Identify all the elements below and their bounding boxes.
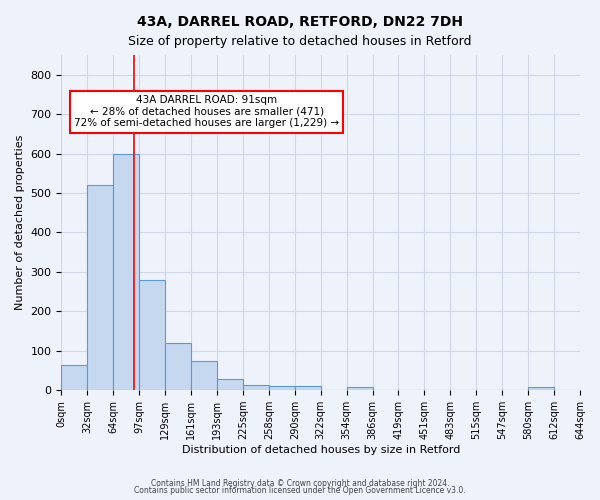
Y-axis label: Number of detached properties: Number of detached properties [15, 135, 25, 310]
Bar [165, 343, 191, 390]
Bar [113, 154, 139, 390]
X-axis label: Distribution of detached houses by size in Retford: Distribution of detached houses by size … [182, 445, 460, 455]
Text: 43A, DARREL ROAD, RETFORD, DN22 7DH: 43A, DARREL ROAD, RETFORD, DN22 7DH [137, 15, 463, 29]
Bar [217, 379, 243, 390]
Bar [528, 387, 554, 390]
Bar [347, 387, 373, 390]
Bar [243, 385, 269, 390]
Text: 43A DARREL ROAD: 91sqm
← 28% of detached houses are smaller (471)
72% of semi-de: 43A DARREL ROAD: 91sqm ← 28% of detached… [74, 95, 339, 128]
Bar [61, 364, 88, 390]
Text: Contains HM Land Registry data © Crown copyright and database right 2024.: Contains HM Land Registry data © Crown c… [151, 478, 449, 488]
Text: Contains public sector information licensed under the Open Government Licence v3: Contains public sector information licen… [134, 486, 466, 495]
Bar [295, 386, 321, 390]
Bar [269, 386, 295, 390]
Bar [139, 280, 165, 390]
Text: Size of property relative to detached houses in Retford: Size of property relative to detached ho… [128, 35, 472, 48]
Bar [88, 185, 113, 390]
Bar [191, 360, 217, 390]
